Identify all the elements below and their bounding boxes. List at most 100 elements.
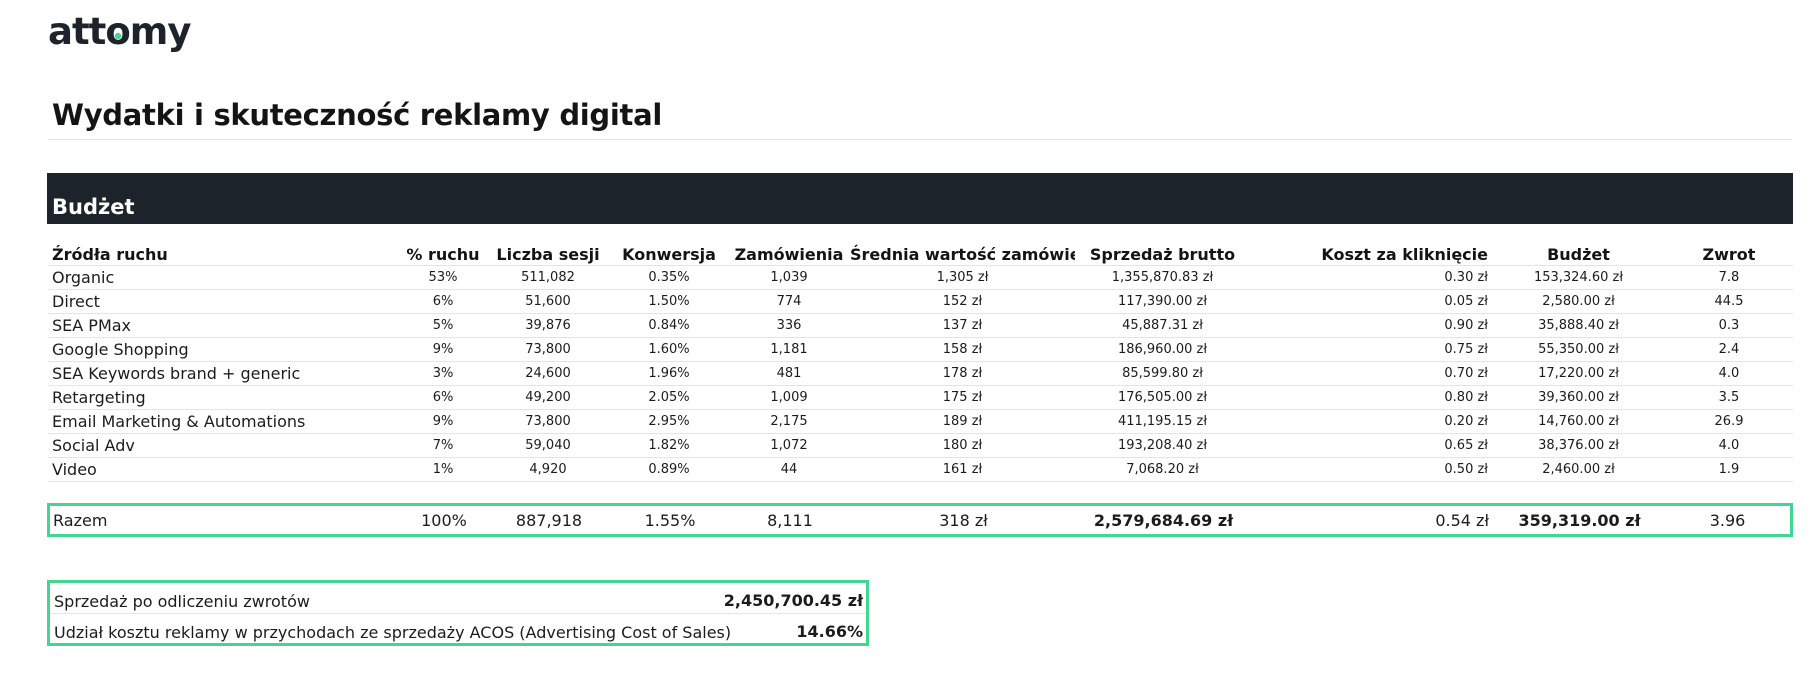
cell-budget: 153,324.60 zł <box>1492 265 1665 290</box>
table-header-row: Źródła ruchu % ruchu Liczba sesji Konwer… <box>48 238 1793 266</box>
totals-table: Razem 100% 887,918 1.55% 8,111 318 zł 2,… <box>49 506 1789 534</box>
cell-budget: 35,888.40 zł <box>1492 313 1665 338</box>
cell-orders: 1,181 <box>728 337 850 362</box>
cell-gross-sales: 186,960.00 zł <box>1075 337 1250 362</box>
cell-orders: 1,072 <box>728 433 850 458</box>
cell-conversion: 2.05% <box>610 385 728 410</box>
table-row: Organic 53% 511,082 0.35% 1,039 1,305 zł 1,355… <box>48 265 1793 290</box>
section-title: Budżet <box>52 195 135 219</box>
cell-cost-per-click: 0.50 zł <box>1250 457 1492 482</box>
summary-row-acos: Udział kosztu reklamy w przychodach ze s… <box>50 614 866 644</box>
totals-label: Razem <box>53 510 108 530</box>
cell-avg-order-value: 137 zł <box>850 313 1075 338</box>
cell-traffic-share: 5% <box>400 313 486 338</box>
cell-sessions: 49,200 <box>486 385 610 410</box>
logo-text: attomy <box>48 10 191 53</box>
cell-traffic-share: 6% <box>400 385 486 410</box>
cell-traffic-share: 1% <box>400 457 486 482</box>
cell-cost-per-click: 0.30 zł <box>1250 265 1492 290</box>
column-header: Liczba sesji <box>486 238 610 266</box>
cell-conversion: 0.84% <box>610 313 728 338</box>
totals-cost-per-click: 0.54 zł <box>1435 510 1489 530</box>
cell-conversion: 2.95% <box>610 409 728 434</box>
cell-avg-order-value: 180 zł <box>850 433 1075 458</box>
column-header: Koszt za kliknięcie <box>1250 238 1492 266</box>
summary-row-net-sales: Sprzedaż po odliczeniu zwrotów 2,450,700… <box>50 583 866 614</box>
cell-sessions: 4,920 <box>486 457 610 482</box>
cell-cost-per-click: 0.80 zł <box>1250 385 1492 410</box>
cell-conversion: 0.89% <box>610 457 728 482</box>
table-row: Email Marketing & Automations 9% 73,800 2.9… <box>48 409 1793 434</box>
cell-traffic-share: 6% <box>400 289 486 314</box>
cell-orders: 1,039 <box>728 265 850 290</box>
cell-return: 0.3 <box>1665 313 1793 338</box>
cell-sessions: 51,600 <box>486 289 610 314</box>
cell-sessions: 59,040 <box>486 433 610 458</box>
cell-cost-per-click: 0.90 zł <box>1250 313 1492 338</box>
cell-source-name: Retargeting <box>48 385 400 410</box>
cell-budget: 17,220.00 zł <box>1492 361 1665 386</box>
cell-gross-sales: 1,355,870.83 zł <box>1075 265 1250 290</box>
cell-cost-per-click: 0.05 zł <box>1250 289 1492 314</box>
summary-box: Sprzedaż po odliczeniu zwrotów 2,450,700… <box>47 580 869 646</box>
totals-row: Razem 100% 887,918 1.55% 8,111 318 zł 2,… <box>49 506 1789 534</box>
cell-source-name: Social Adv <box>48 433 400 458</box>
cell-return: 1.9 <box>1665 457 1793 482</box>
cell-sessions: 24,600 <box>486 361 610 386</box>
cell-cost-per-click: 0.20 zł <box>1250 409 1492 434</box>
cell-orders: 774 <box>728 289 850 314</box>
section-header: Budżet <box>47 173 1793 224</box>
cell-budget: 2,460.00 zł <box>1492 457 1665 482</box>
cell-traffic-share: 3% <box>400 361 486 386</box>
column-header: Budżet <box>1492 238 1665 266</box>
cell-gross-sales: 45,887.31 zł <box>1075 313 1250 338</box>
cell-return: 3.5 <box>1665 385 1793 410</box>
totals-gross-sales: 2,579,684.69 zł <box>1093 510 1234 530</box>
page-title: Wydatki i skuteczność reklamy digital <box>52 98 663 132</box>
table-body: Organic 53% 511,082 0.35% 1,039 1,305 zł 1,355… <box>48 265 1793 482</box>
totals-row-box: Razem 100% 887,918 1.55% 8,111 318 zł 2,… <box>47 503 1793 537</box>
cell-gross-sales: 411,195.15 zł <box>1075 409 1250 434</box>
cell-avg-order-value: 1,305 zł <box>850 265 1075 290</box>
cell-budget: 55,350.00 zł <box>1492 337 1665 362</box>
cell-sessions: 39,876 <box>486 313 610 338</box>
cell-avg-order-value: 158 zł <box>850 337 1075 362</box>
cell-conversion: 1.50% <box>610 289 728 314</box>
cell-avg-order-value: 175 zł <box>850 385 1075 410</box>
cell-return: 26.9 <box>1665 409 1793 434</box>
table-row: Direct 6% 51,600 1.50% 774 152 zł 117,390.00 z… <box>48 289 1793 314</box>
cell-conversion: 1.60% <box>610 337 728 362</box>
totals-orders: 8,111 <box>767 510 813 530</box>
cell-traffic-share: 53% <box>400 265 486 290</box>
column-header: Sprzedaż brutto <box>1075 238 1250 266</box>
column-header: Źródła ruchu <box>48 238 400 266</box>
cell-avg-order-value: 189 zł <box>850 409 1075 434</box>
net-sales-label: Sprzedaż po odliczeniu zwrotów <box>54 592 310 611</box>
cell-conversion: 0.35% <box>610 265 728 290</box>
cell-gross-sales: 117,390.00 zł <box>1075 289 1250 314</box>
cell-orders: 2,175 <box>728 409 850 434</box>
attomy-logo: attomy <box>48 8 198 54</box>
totals-traffic-share: 100% <box>421 510 467 530</box>
cell-traffic-share: 9% <box>400 337 486 362</box>
acos-label: Udział kosztu reklamy w przychodach ze s… <box>54 623 732 642</box>
cell-gross-sales: 85,599.80 zł <box>1075 361 1250 386</box>
title-divider <box>48 139 1792 140</box>
cell-cost-per-click: 0.70 zł <box>1250 361 1492 386</box>
totals-budget: 359,319.00 zł <box>1518 510 1641 530</box>
cell-source-name: Organic <box>48 265 400 290</box>
column-header: Średnia wartość zamówienia <box>850 238 1075 266</box>
cell-orders: 44 <box>728 457 850 482</box>
budget-table: Źródła ruchu % ruchu Liczba sesji Konwer… <box>48 238 1793 482</box>
cell-return: 44.5 <box>1665 289 1793 314</box>
cell-orders: 336 <box>728 313 850 338</box>
cell-sessions: 511,082 <box>486 265 610 290</box>
column-header: Konwersja <box>610 238 728 266</box>
cell-source-name: SEA Keywords brand + generic <box>48 361 400 386</box>
column-header: Zamówienia <box>728 238 850 266</box>
cell-sessions: 73,800 <box>486 337 610 362</box>
totals-return: 3.96 <box>1709 510 1746 530</box>
cell-gross-sales: 176,505.00 zł <box>1075 385 1250 410</box>
cell-gross-sales: 7,068.20 zł <box>1075 457 1250 482</box>
column-header: Zwrot <box>1665 238 1793 266</box>
